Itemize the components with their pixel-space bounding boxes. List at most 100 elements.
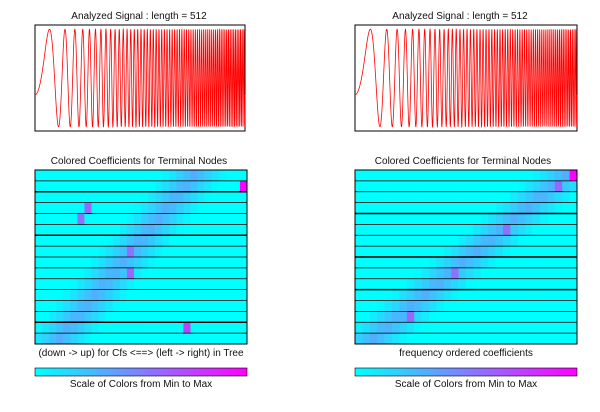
heatmap-cell: [77, 311, 85, 323]
heatmap-cell: [239, 180, 248, 193]
heatmap-cell: [503, 202, 511, 214]
heatmap-cell: [480, 300, 489, 312]
heatmap-cell: [377, 191, 385, 203]
heatmap-cell: [488, 322, 496, 334]
heatmap-cell: [63, 278, 71, 290]
heatmap-cell: [525, 191, 533, 203]
heatmap-cell: [183, 180, 191, 193]
heatmap-cell: [84, 322, 92, 334]
heatmap-cell: [42, 213, 50, 225]
heatmap-cell: [56, 202, 64, 214]
heatmap-cell: [525, 300, 533, 312]
colorbar-right: [354, 367, 578, 377]
heatmap-cell: [569, 278, 578, 290]
heatmap-cell: [77, 333, 85, 345]
heatmap-cell: [406, 224, 415, 236]
heatmap-cell: [190, 322, 198, 334]
heatmap-cell: [183, 289, 191, 301]
heatmap-cell: [421, 246, 430, 258]
heatmap-cell: [148, 170, 156, 182]
heatmap-cell: [126, 333, 135, 345]
heatmap-cell: [204, 322, 212, 334]
heatmap-cell: [190, 246, 198, 258]
heatmap-cell: [49, 257, 57, 269]
heatmap-cell: [98, 300, 106, 312]
heatmap-cell: [218, 191, 227, 203]
heatmap-cell: [532, 322, 541, 334]
heatmap-cell: [540, 267, 548, 280]
heatmap-cell: [141, 224, 149, 236]
signal-left-title: Analyzed Signal : length = 512: [71, 11, 207, 22]
heatmap-cell: [105, 246, 114, 258]
heatmap-cell: [406, 213, 415, 225]
heatmap-cell: [466, 278, 474, 290]
heatmap-cell: [211, 322, 220, 334]
heatmap-cell: [176, 289, 184, 301]
heatmap-cell: [443, 322, 452, 334]
heatmap-cell: [480, 213, 489, 225]
heatmap-cell: [406, 180, 415, 193]
heatmap-cell: [517, 267, 526, 280]
heatmap-cell: [225, 289, 234, 301]
heatmap-cell: [495, 257, 504, 269]
heatmap-cell: [91, 235, 99, 247]
heatmap-cell: [218, 278, 227, 290]
heatmap-cell: [414, 191, 422, 203]
heatmap-cell: [148, 311, 156, 323]
heatmap-cell: [63, 180, 71, 193]
heatmap-cell: [98, 267, 106, 280]
heatmap-cell: [197, 333, 205, 345]
heatmap-cell: [406, 191, 415, 203]
heatmap-cell: [355, 322, 363, 334]
heatmap-cell: [510, 322, 519, 334]
heatmap-cell: [369, 202, 378, 214]
heatmap-cell: [510, 278, 519, 290]
heatmap-cell: [451, 170, 459, 182]
heatmap-cell: [49, 191, 57, 203]
heatmap-cell: [84, 289, 92, 301]
heatmap-cell: [169, 180, 177, 193]
heatmap-cell: [98, 180, 106, 193]
heatmap-cell: [56, 257, 64, 269]
heatmap-cell: [488, 257, 496, 269]
heatmap-cell: [49, 311, 57, 323]
heatmap-cell: [495, 300, 504, 312]
heatmap-cell: [162, 333, 170, 345]
heatmap-cell: [466, 246, 474, 258]
heatmap-cell: [70, 322, 78, 334]
heatmap-cell: [414, 289, 422, 301]
heatmap-cell: [488, 246, 496, 258]
heatmap-cell: [155, 267, 163, 280]
heatmap-cell: [532, 213, 541, 225]
heatmap-cell: [569, 191, 578, 203]
heatmap-cell: [429, 202, 437, 214]
heatmap-cell: [480, 191, 489, 203]
heatmap-cell: [377, 170, 385, 182]
heatmap-cell: [392, 224, 400, 236]
heatmap-cell: [225, 257, 234, 269]
heatmap-cell: [190, 202, 198, 214]
heatmap-cell: [42, 300, 50, 312]
heatmap-cell: [148, 202, 156, 214]
heatmap-cell: [510, 257, 519, 269]
heatmap-cell: [525, 311, 533, 323]
heatmap-cell: [63, 333, 71, 345]
heatmap-cell: [190, 235, 198, 247]
heatmap-cell: [510, 300, 519, 312]
heatmap-cell: [105, 170, 114, 182]
heatmap-cell: [399, 300, 408, 312]
heatmap-cell: [562, 202, 570, 214]
heatmap-cell: [399, 235, 408, 247]
heatmap-cell: [77, 235, 85, 247]
heatmap-cell: [133, 202, 142, 214]
heatmap-cell: [211, 191, 220, 203]
heatmap-cell: [239, 202, 248, 214]
heatmap-cell: [399, 246, 408, 258]
heatmap-cell: [429, 235, 437, 247]
heatmap-cell: [239, 191, 248, 203]
heatmap-cell: [355, 278, 363, 290]
heatmap-cell: [169, 289, 177, 301]
heatmap-cell: [569, 170, 578, 182]
heatmap-cell: [148, 289, 156, 301]
heatmap-cell: [429, 333, 437, 345]
